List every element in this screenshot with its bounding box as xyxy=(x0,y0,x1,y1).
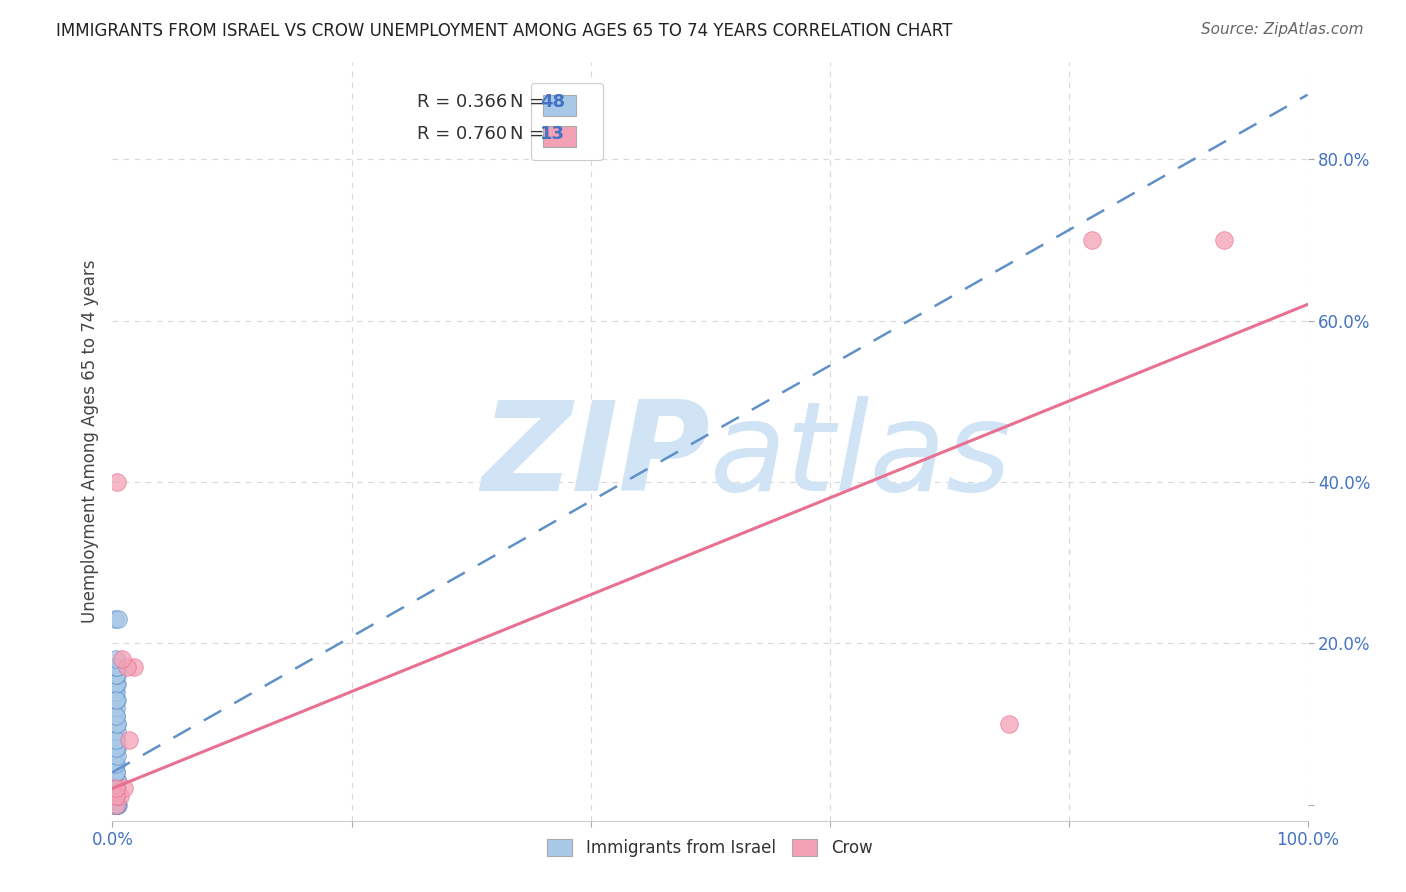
Point xyxy=(104,797,127,812)
Point xyxy=(105,676,128,690)
Point xyxy=(105,797,128,812)
Point xyxy=(105,708,128,723)
Point xyxy=(105,797,128,812)
Point xyxy=(105,797,128,812)
Point xyxy=(105,692,128,706)
Point xyxy=(104,612,127,626)
Point xyxy=(105,733,128,747)
Point xyxy=(108,789,131,804)
Point xyxy=(105,475,128,489)
Point xyxy=(114,781,135,796)
Point xyxy=(107,612,129,626)
Point xyxy=(105,797,128,812)
Point xyxy=(105,668,128,682)
Point xyxy=(105,797,128,812)
Point xyxy=(105,781,128,796)
Point xyxy=(111,652,134,666)
Point xyxy=(107,797,129,812)
Point xyxy=(105,797,128,812)
Text: R = 0.366: R = 0.366 xyxy=(418,93,508,111)
Point xyxy=(105,781,128,796)
Point xyxy=(105,668,128,682)
Point xyxy=(105,660,128,674)
Point xyxy=(105,781,128,796)
Point xyxy=(105,660,128,674)
Point xyxy=(105,797,128,812)
Point xyxy=(105,684,128,698)
Point xyxy=(115,660,138,674)
Text: ZIP: ZIP xyxy=(481,396,710,517)
Text: 48: 48 xyxy=(540,93,565,111)
Text: atlas: atlas xyxy=(710,396,1012,517)
Point xyxy=(105,676,128,690)
Point xyxy=(104,684,127,698)
Point xyxy=(105,773,128,788)
Text: IMMIGRANTS FROM ISRAEL VS CROW UNEMPLOYMENT AMONG AGES 65 TO 74 YEARS CORRELATIO: IMMIGRANTS FROM ISRAEL VS CROW UNEMPLOYM… xyxy=(56,22,953,40)
Point xyxy=(105,708,128,723)
Point xyxy=(105,700,128,714)
Point xyxy=(105,692,128,706)
Point xyxy=(105,741,128,756)
Point xyxy=(105,716,128,731)
Point xyxy=(105,797,128,812)
Point xyxy=(104,797,127,812)
Point xyxy=(104,749,127,764)
Text: Source: ZipAtlas.com: Source: ZipAtlas.com xyxy=(1201,22,1364,37)
Y-axis label: Unemployment Among Ages 65 to 74 years: Unemployment Among Ages 65 to 74 years xyxy=(80,260,98,624)
Point xyxy=(105,741,128,756)
Point xyxy=(103,797,125,812)
Point xyxy=(105,765,128,780)
Text: 13: 13 xyxy=(540,125,565,143)
Point xyxy=(105,741,128,756)
Point xyxy=(105,773,128,788)
Point xyxy=(104,789,127,804)
Point xyxy=(998,716,1021,731)
Point xyxy=(105,757,128,772)
Legend: Immigrants from Israel, Crow: Immigrants from Israel, Crow xyxy=(538,830,882,865)
Point xyxy=(105,789,128,804)
Text: R = 0.760: R = 0.760 xyxy=(418,125,508,143)
Point xyxy=(104,757,127,772)
Point xyxy=(118,733,141,747)
Point xyxy=(1081,233,1104,247)
Point xyxy=(105,797,128,812)
Point xyxy=(105,789,128,804)
Point xyxy=(105,716,128,731)
Text: N =: N = xyxy=(510,93,550,111)
Point xyxy=(105,652,128,666)
Point xyxy=(105,733,128,747)
Point xyxy=(1213,233,1236,247)
Point xyxy=(105,725,128,739)
Point xyxy=(105,749,128,764)
Point xyxy=(105,765,128,780)
Point xyxy=(122,660,145,674)
Text: N =: N = xyxy=(510,125,550,143)
